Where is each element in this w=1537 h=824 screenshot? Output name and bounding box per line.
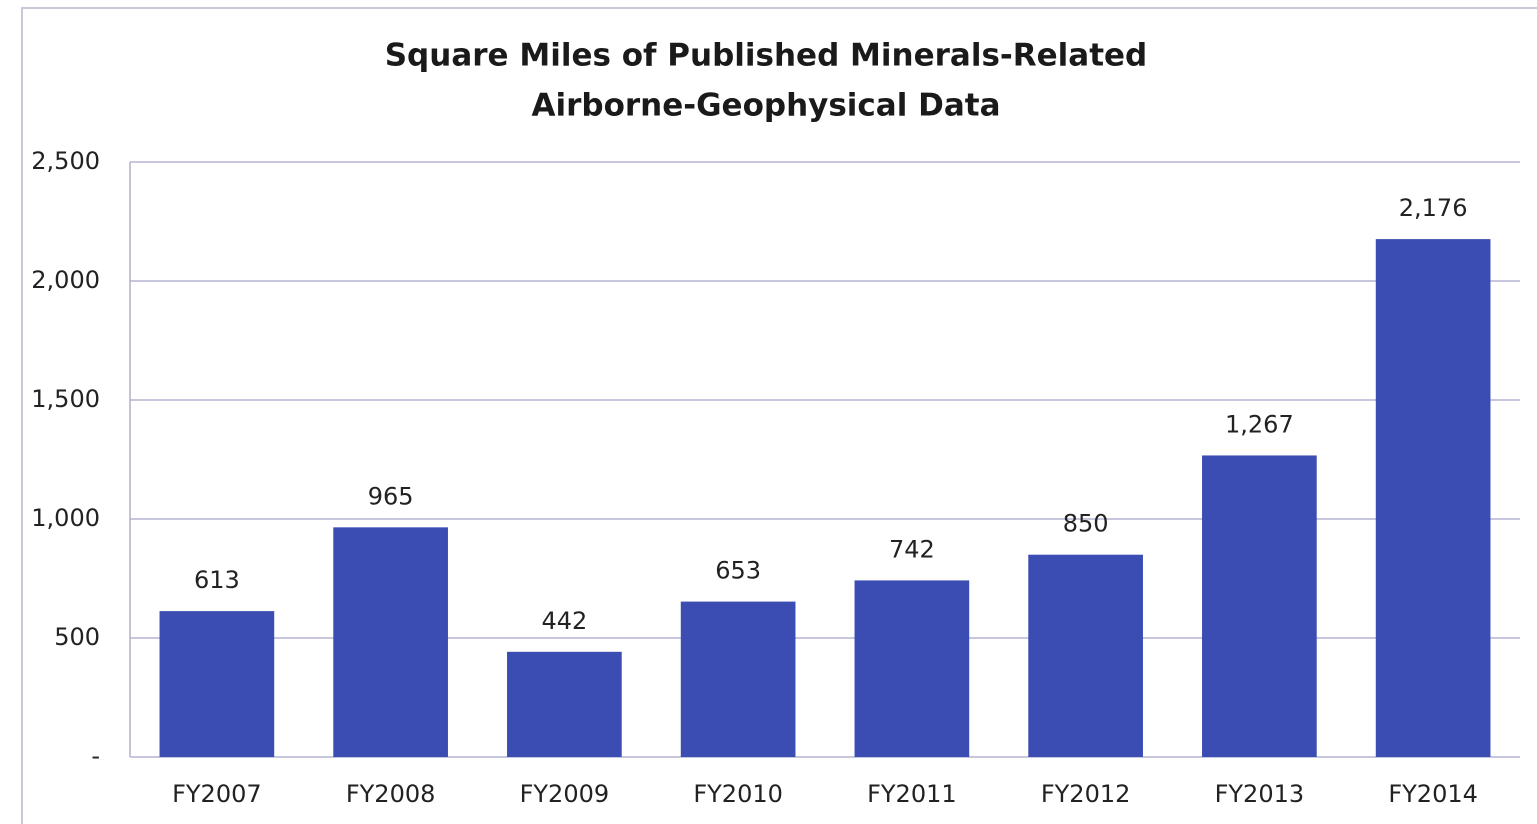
bar — [159, 611, 275, 757]
chart-title: Square Miles of Published Minerals-Relat… — [385, 38, 1148, 74]
data-label: 442 — [541, 607, 587, 635]
y-tick-label: 2,000 — [31, 266, 100, 294]
y-tick-label: 1,000 — [31, 504, 100, 532]
data-label: 742 — [889, 535, 935, 563]
bar — [507, 651, 622, 757]
x-tick-label: FY2014 — [1388, 780, 1478, 808]
y-tick-label: 1,500 — [31, 385, 100, 413]
x-tick-label: FY2013 — [1215, 780, 1305, 808]
y-tick-label: 2,500 — [31, 147, 100, 175]
bar — [1028, 554, 1143, 757]
bar — [854, 580, 970, 757]
y-tick-label: - — [91, 742, 100, 770]
y-tick-label: 500 — [54, 623, 100, 651]
bar — [680, 601, 796, 757]
data-label: 613 — [194, 566, 240, 594]
data-label: 2,176 — [1399, 194, 1468, 222]
data-label: 653 — [715, 557, 761, 585]
chart-title: Airborne-Geophysical Data — [531, 88, 1000, 124]
bar — [1375, 239, 1491, 757]
x-tick-label: FY2007 — [172, 780, 262, 808]
data-label: 1,267 — [1225, 410, 1294, 438]
x-tick-label: FY2011 — [867, 780, 957, 808]
x-tick-label: FY2012 — [1041, 780, 1131, 808]
data-label: 850 — [1063, 510, 1109, 538]
x-tick-label: FY2009 — [520, 780, 610, 808]
bar — [333, 527, 448, 757]
x-tick-label: FY2010 — [693, 780, 783, 808]
data-label: 965 — [368, 482, 414, 510]
x-tick-label: FY2008 — [346, 780, 436, 808]
bar — [1202, 455, 1317, 757]
